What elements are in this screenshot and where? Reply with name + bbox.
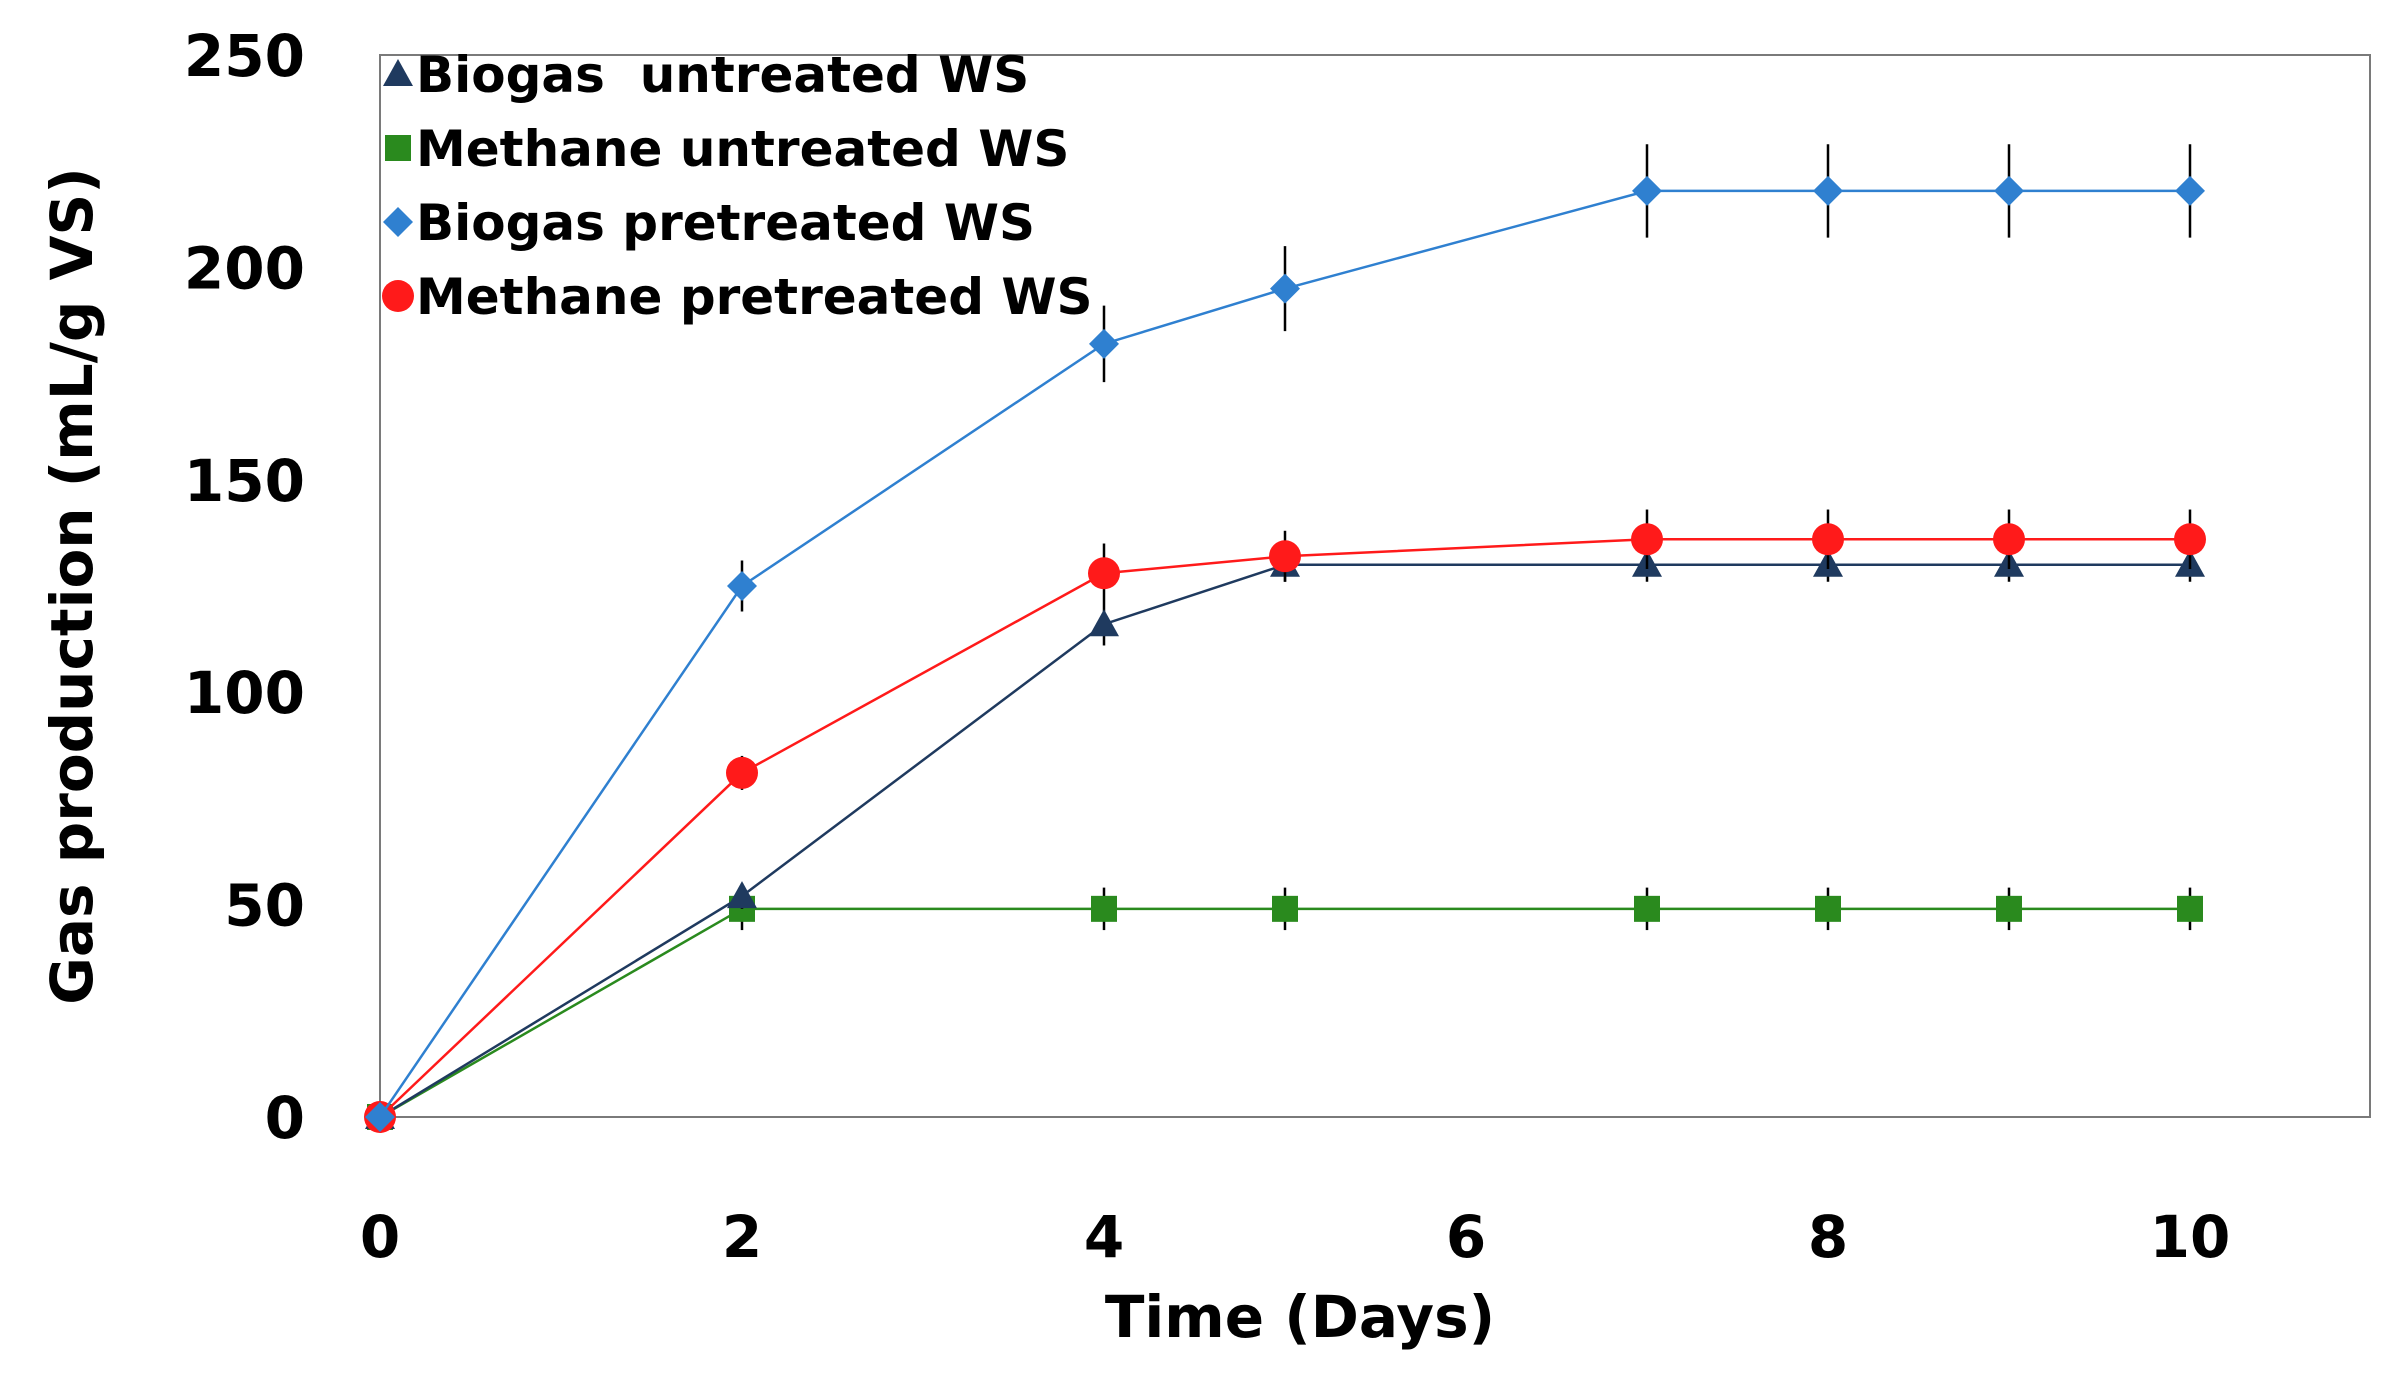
y-tick-label: 100 bbox=[184, 659, 305, 727]
data-point bbox=[1815, 895, 1841, 922]
y-axis-ticks: 0 50 100 150 200 250 bbox=[184, 22, 305, 1152]
x-axis-ticks: 0 2 4 6 8 10 bbox=[360, 1203, 2231, 1271]
data-point bbox=[1634, 895, 1660, 922]
legend-marker bbox=[385, 135, 411, 161]
plot-area bbox=[379, 54, 2371, 1118]
data-point bbox=[726, 756, 758, 789]
series-line bbox=[379, 563, 2190, 1119]
series-line bbox=[379, 907, 2190, 1119]
legend-item: Methane pretreated WS bbox=[382, 268, 1093, 326]
legend-marker bbox=[383, 59, 413, 86]
data-point bbox=[1632, 175, 1662, 206]
y-tick-label: 50 bbox=[224, 872, 305, 940]
x-tick-label: 0 bbox=[360, 1203, 400, 1271]
data-point bbox=[2174, 523, 2206, 556]
series-layer bbox=[364, 144, 2206, 1133]
legend-label: Methane untreated WS bbox=[416, 120, 1069, 178]
y-tick-label: 150 bbox=[184, 447, 305, 515]
x-tick-label: 6 bbox=[1446, 1203, 1486, 1271]
data-point bbox=[1091, 895, 1117, 922]
legend-label: Methane pretreated WS bbox=[416, 268, 1093, 326]
data-point bbox=[727, 571, 757, 601]
x-tick-label: 4 bbox=[1084, 1203, 1124, 1271]
data-point bbox=[1812, 523, 1844, 556]
legend-item: Biogas untreated WS bbox=[383, 46, 1029, 104]
data-point bbox=[1270, 273, 1300, 304]
x-tick-label: 8 bbox=[1808, 1203, 1848, 1271]
legend-item: Biogas pretreated WS bbox=[383, 194, 1035, 252]
data-point bbox=[1631, 523, 1663, 556]
legend-label: Biogas untreated WS bbox=[416, 46, 1029, 104]
y-tick-label: 0 bbox=[265, 1084, 305, 1152]
data-point bbox=[1269, 540, 1301, 573]
data-point bbox=[365, 1102, 395, 1132]
data-point bbox=[727, 881, 757, 909]
data-point bbox=[1088, 557, 1120, 590]
data-point bbox=[1089, 609, 1119, 637]
series-methane-pretreated-ws bbox=[364, 509, 2206, 1133]
y-tick-label: 200 bbox=[184, 234, 305, 302]
data-point bbox=[1996, 895, 2022, 922]
x-tick-label: 10 bbox=[2150, 1203, 2231, 1271]
data-point bbox=[2175, 175, 2205, 206]
x-axis-title: Time (Days) bbox=[1105, 1283, 1495, 1351]
y-tick-label: 250 bbox=[184, 22, 305, 90]
legend-marker bbox=[382, 280, 414, 312]
data-point bbox=[2177, 895, 2203, 922]
data-point bbox=[1994, 175, 2024, 206]
y-axis-title: Gas production (mL/g VS) bbox=[38, 167, 106, 1005]
series-line bbox=[379, 538, 2190, 1118]
data-point bbox=[1813, 175, 1843, 206]
data-point bbox=[1993, 523, 2025, 556]
data-point bbox=[1272, 895, 1298, 922]
legend-item: Methane untreated WS bbox=[385, 120, 1069, 178]
legend: Biogas untreated WS Methane untreated WS B… bbox=[382, 46, 1093, 326]
series-line bbox=[378, 189, 2190, 1118]
series-biogas-pretreated-ws bbox=[365, 144, 2205, 1132]
x-tick-label: 2 bbox=[722, 1203, 762, 1271]
legend-label: Biogas pretreated WS bbox=[416, 194, 1035, 252]
legend-marker bbox=[383, 207, 413, 237]
data-point bbox=[1089, 328, 1119, 359]
